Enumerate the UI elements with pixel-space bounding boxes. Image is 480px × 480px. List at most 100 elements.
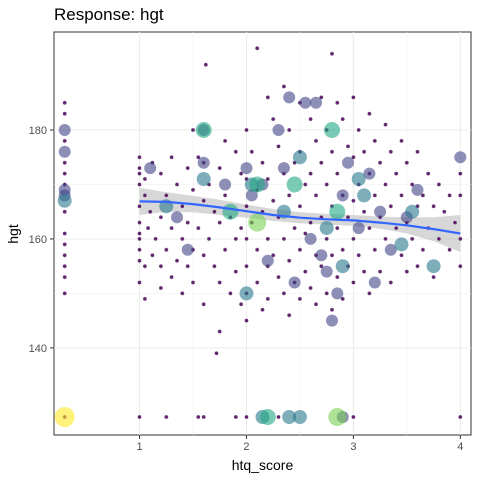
data-point: [137, 182, 142, 187]
data-point: [240, 162, 253, 175]
axis-ticks: 1 2 3 4 140 160 180: [29, 125, 464, 453]
data-point: [62, 209, 67, 214]
data-point: [249, 176, 266, 193]
data-point: [292, 410, 307, 424]
data-point: [153, 236, 158, 242]
data-point: [190, 187, 196, 193]
data-point: [394, 237, 409, 252]
data-point: [137, 204, 142, 209]
data-point: [458, 414, 463, 420]
data-point: [260, 160, 265, 165]
data-point: [233, 236, 238, 242]
data-point: [286, 176, 303, 193]
data-point: [420, 193, 426, 198]
data-point: [324, 182, 329, 187]
data-point: [185, 165, 190, 171]
data-point: [310, 96, 322, 109]
data-point: [244, 127, 249, 133]
y-axis-label: hgt: [5, 224, 21, 244]
data-point: [303, 231, 308, 236]
data-point: [340, 247, 345, 252]
data-point: [196, 225, 201, 231]
data-point: [238, 171, 244, 176]
data-point: [431, 204, 436, 209]
data-point: [351, 172, 366, 186]
data-point: [142, 296, 148, 302]
data-point: [342, 156, 354, 169]
data-point: [196, 155, 201, 160]
data-point: [222, 203, 239, 220]
data-point: [148, 209, 153, 214]
data-point: [62, 231, 67, 236]
data-point: [420, 247, 426, 252]
data-point: [394, 225, 399, 231]
data-point: [171, 211, 183, 224]
data-point: [324, 122, 340, 138]
data-point: [238, 302, 244, 307]
data-point: [297, 247, 303, 252]
data-point: [142, 264, 148, 269]
data-point: [137, 258, 142, 263]
data-point: [313, 193, 319, 198]
data-point: [233, 149, 238, 154]
data-point: [367, 111, 372, 116]
data-point: [277, 162, 290, 175]
data-point: [335, 225, 340, 231]
data-point: [261, 254, 274, 267]
data-point: [144, 162, 157, 175]
data-point: [436, 182, 442, 187]
data-point: [319, 160, 324, 165]
data-point: [377, 160, 383, 165]
data-point: [281, 291, 287, 296]
data-point: [265, 296, 270, 302]
data-point: [214, 351, 219, 356]
data-point: [283, 91, 296, 104]
data-point: [201, 198, 206, 203]
data-point: [340, 116, 345, 122]
data-point: [329, 51, 335, 56]
data-point: [272, 124, 285, 136]
data-point: [238, 225, 244, 231]
smooth-line-layer: [139, 200, 461, 235]
data-point: [244, 236, 249, 242]
data-point: [164, 193, 169, 198]
x-tick-label: 3: [350, 441, 356, 453]
data-point: [404, 269, 409, 274]
x-tick-label: 2: [243, 441, 249, 453]
data-point: [328, 408, 347, 426]
data-point: [351, 198, 356, 203]
data-point: [319, 221, 334, 236]
data-point: [145, 225, 151, 231]
data-point: [190, 280, 196, 285]
data-point: [203, 62, 208, 67]
data-point: [265, 95, 270, 100]
data-point: [271, 198, 276, 203]
data-point: [137, 236, 142, 242]
data-point: [288, 276, 301, 289]
data-point: [345, 144, 351, 149]
data-point: [244, 318, 249, 323]
data-point: [233, 269, 238, 274]
data-point: [458, 264, 463, 269]
data-point: [244, 204, 249, 209]
y-tick-label: 180: [29, 125, 47, 137]
data-point: [206, 236, 212, 242]
data-point: [276, 414, 281, 420]
smooth-line: [139, 200, 461, 235]
data-point: [174, 182, 180, 187]
data-point: [363, 167, 376, 180]
data-point: [313, 302, 319, 307]
plot-panel: [53, 31, 472, 436]
data-point: [287, 258, 292, 263]
data-point: [336, 189, 349, 202]
data-point: [351, 155, 356, 160]
confidence-band: [139, 187, 461, 252]
data-point: [329, 203, 346, 220]
data-point: [137, 280, 142, 285]
data-point: [367, 225, 372, 231]
data-point: [158, 215, 164, 220]
data-point: [324, 236, 329, 242]
data-point: [248, 213, 267, 232]
data-point: [372, 193, 377, 198]
